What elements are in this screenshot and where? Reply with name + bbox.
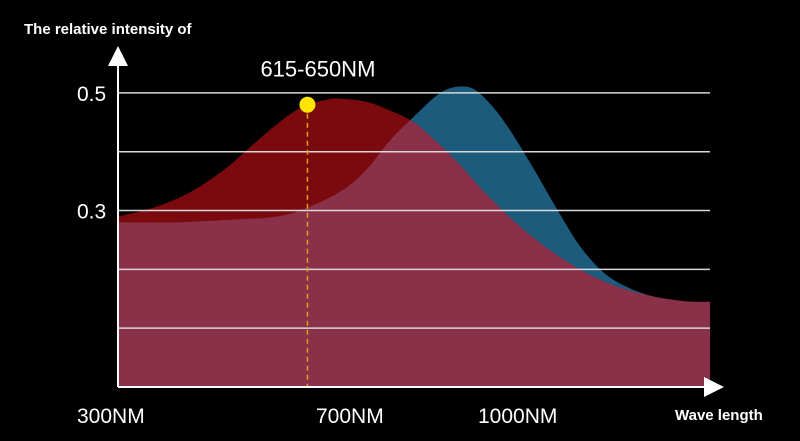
x-tick-label-700nm: 700NM <box>316 405 384 428</box>
annotation-label: 615-650NM <box>260 57 375 82</box>
series-overlap-area <box>118 98 710 387</box>
y-tick-label-0-3: 0.3 <box>77 201 106 224</box>
x-tick-label-300nm: 300NM <box>77 405 145 428</box>
y-tick-label-0-5: 0.5 <box>77 83 106 106</box>
y-axis-title: The relative intensity of <box>24 21 193 38</box>
annotation-marker <box>299 96 316 113</box>
x-tick-label-1000nm: 1000NM <box>478 405 557 428</box>
x-axis-title: Wave length <box>675 407 763 424</box>
